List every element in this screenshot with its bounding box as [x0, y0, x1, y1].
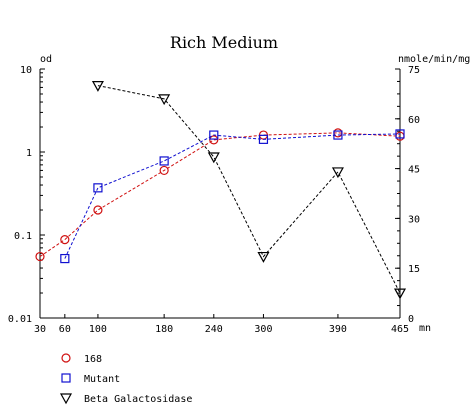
y-left-axis-label: od: [40, 54, 52, 65]
legend-label: Beta Galactosidase: [84, 394, 192, 405]
data-point: [60, 235, 70, 245]
y-right-tick-label: 0: [408, 314, 414, 325]
series-line-2: [97, 85, 401, 294]
plot-area: 30 60 100 180 240 300 390 4650.010.111001530456…: [8, 65, 420, 335]
series-line-1: [64, 133, 401, 259]
y-right-tick-label: 75: [408, 65, 420, 76]
data-point: [60, 253, 70, 264]
data-point: [393, 288, 407, 300]
legend-label: Mutant: [84, 374, 120, 385]
series-line-0: [39, 132, 401, 257]
data-point: [159, 156, 169, 166]
x-tick-label: 390: [329, 324, 347, 335]
data-point: [209, 130, 219, 140]
y-right-tick-label: 45: [408, 165, 420, 176]
y-left-tick-label: 1: [26, 148, 32, 159]
y-right-axis-label: nmole/min/mg: [398, 54, 470, 65]
x-tick-label: 60: [59, 324, 71, 335]
y-right-tick-label: 15: [408, 264, 420, 275]
data-point: [35, 251, 45, 262]
x-tick-label: 240: [205, 324, 223, 335]
x-tick-label: 30: [34, 324, 46, 335]
x-tick-label: 180: [155, 324, 173, 335]
data-point: [209, 135, 219, 145]
data-point: [91, 80, 104, 92]
legend-marker: [61, 353, 71, 363]
x-axis-unit: mn: [419, 323, 431, 334]
data-point: [331, 167, 344, 179]
x-tick-label: 465: [391, 324, 409, 335]
data-point: [207, 152, 220, 164]
y-right-tick-label: 60: [408, 115, 420, 126]
y-left-tick-label: 0.1: [14, 231, 32, 242]
data-point: [158, 94, 171, 106]
x-tick-label: 100: [89, 324, 107, 335]
y-left-tick-label: 10: [20, 65, 32, 76]
data-point: [258, 134, 269, 144]
y-right-tick-label: 30: [408, 214, 420, 225]
legend-marker: [61, 373, 71, 383]
chart-title: Rich Medium: [170, 33, 278, 52]
legend-label: 168: [84, 354, 102, 365]
data-point: [93, 183, 103, 193]
legend-marker: [59, 393, 73, 405]
x-tick-label: 300: [254, 324, 272, 335]
y-left-tick-label: 0.01: [8, 314, 32, 325]
data-point: [93, 205, 103, 215]
data-point: [333, 130, 343, 140]
data-point: [159, 165, 169, 176]
data-point: [257, 251, 270, 263]
data-point: [395, 129, 405, 139]
legend: 168 Mutant Beta Galactosidase: [59, 353, 192, 405]
